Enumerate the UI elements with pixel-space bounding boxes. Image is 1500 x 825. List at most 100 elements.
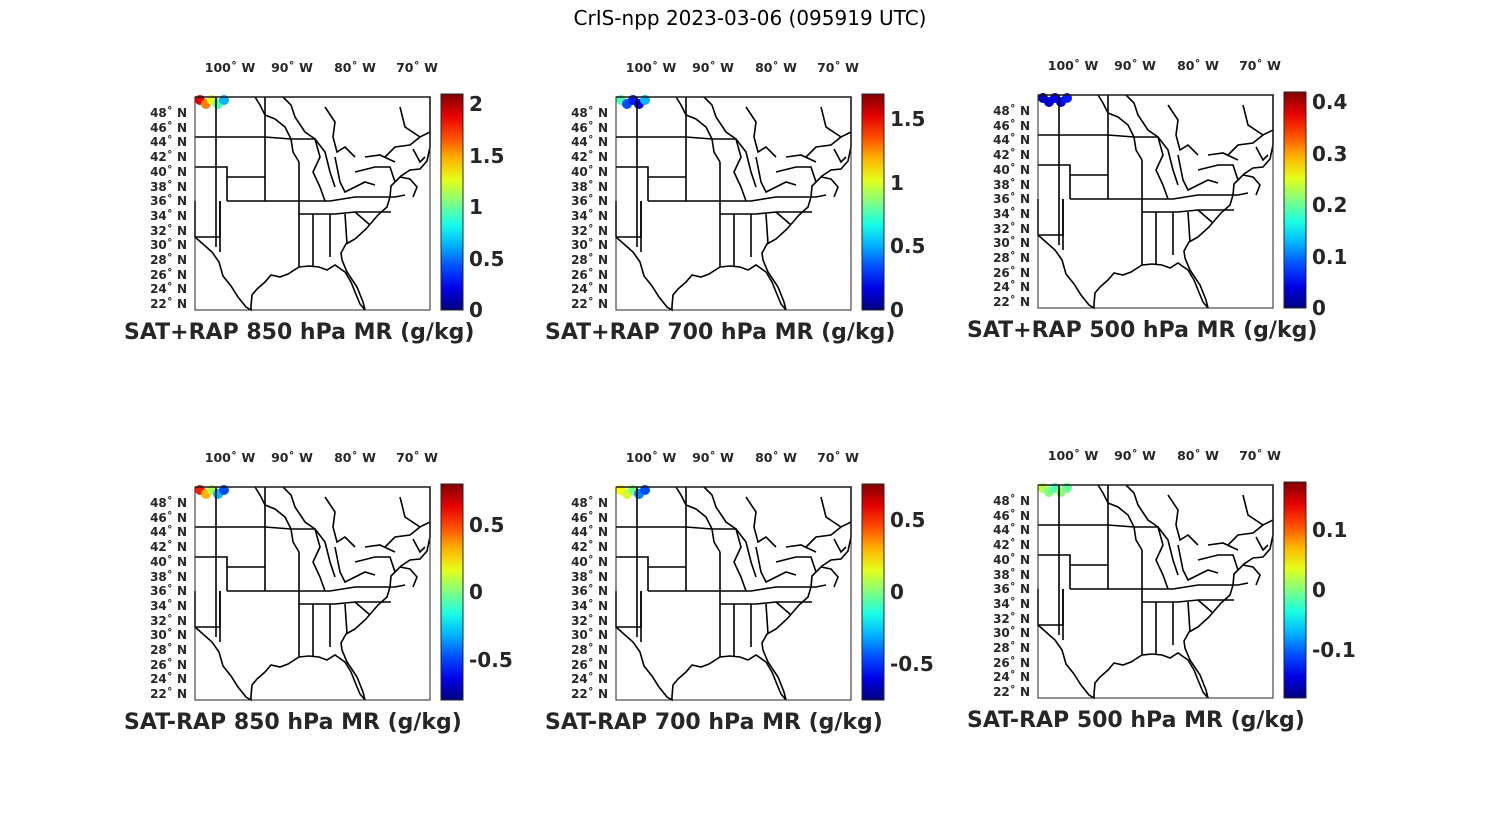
state-border xyxy=(775,601,792,616)
latitude-label: 24˚ N xyxy=(993,280,1030,295)
latitude-label: 24˚ N xyxy=(150,282,187,297)
colorbar-tick-label: 0.5 xyxy=(469,512,505,537)
state-border xyxy=(1207,542,1239,551)
map-frame xyxy=(615,486,852,701)
state-border xyxy=(384,136,421,158)
latitude-label: 28˚ N xyxy=(993,641,1030,655)
latitude-label: 30˚ N xyxy=(150,238,187,253)
map-svg xyxy=(615,483,885,702)
latitude-label: 30˚ N xyxy=(571,628,608,643)
latitude-label: 48˚ N xyxy=(571,496,608,510)
state-border xyxy=(1038,164,1071,199)
latitude-label: 36˚ N xyxy=(993,192,1030,207)
map-panel: 100˚ W 90˚ W 80˚ W 70˚ W 48˚ N 46˚ N 44˚ N 42˚ … xyxy=(124,450,555,735)
latitude-label: 34˚ N xyxy=(571,208,608,223)
state-border xyxy=(1197,164,1239,181)
state-border xyxy=(735,138,757,188)
map-svg xyxy=(1037,91,1307,310)
latitude-label: 26˚ N xyxy=(571,657,608,672)
latitude-label: 32˚ N xyxy=(571,223,608,238)
longitude-label: 80˚ W xyxy=(334,450,376,465)
state-border xyxy=(820,496,852,528)
figure-title: CrIS-npp 2023-03-06 (095919 UTC) xyxy=(573,6,927,30)
latitude-label: 38˚ N xyxy=(571,569,608,584)
latitude-label: 42˚ N xyxy=(150,540,187,555)
state-border xyxy=(399,176,418,198)
latitude-label: 22˚ N xyxy=(571,687,608,702)
longitude-label: 100˚ W xyxy=(1047,58,1099,73)
state-border xyxy=(354,166,396,183)
coastline-border xyxy=(194,96,431,312)
colorbar xyxy=(861,93,885,311)
latitude-label: 36˚ N xyxy=(150,194,187,209)
colorbar xyxy=(861,483,885,701)
latitude-label: 38˚ N xyxy=(150,569,187,584)
state-border xyxy=(399,106,431,138)
latitude-label: 44˚ N xyxy=(571,135,608,150)
map-area xyxy=(1037,483,1274,700)
map-area xyxy=(194,95,431,312)
state-border xyxy=(1038,524,1135,528)
latitude-label: 40˚ N xyxy=(150,164,187,179)
state-border xyxy=(775,166,817,183)
state-border xyxy=(775,211,792,226)
latitude-label: 40˚ N xyxy=(571,164,608,179)
state-border xyxy=(765,603,769,635)
map-panel: 100˚ W 90˚ W 80˚ W 70˚ W 48˚ N 46˚ N 44˚ N 42˚ … xyxy=(545,60,976,345)
state-border xyxy=(712,528,747,592)
state-border xyxy=(1157,136,1179,186)
state-border xyxy=(314,138,336,188)
latitude-label: 22˚ N xyxy=(993,295,1030,310)
map-area xyxy=(615,95,852,312)
state-border xyxy=(820,106,852,138)
longitude-label: 80˚ W xyxy=(755,450,797,465)
map-frame xyxy=(1037,484,1274,699)
longitude-label: 90˚ W xyxy=(1114,448,1156,463)
state-border xyxy=(703,96,737,140)
latitude-label: 32˚ N xyxy=(150,613,187,628)
state-border xyxy=(1157,526,1179,576)
map-panel: 100˚ W 90˚ W 80˚ W 70˚ W 48˚ N 46˚ N 44˚ N 42˚ … xyxy=(967,58,1398,343)
state-border xyxy=(1038,134,1135,138)
state-border xyxy=(745,106,777,158)
map-area xyxy=(1037,93,1274,310)
state-border xyxy=(703,486,737,530)
latitude-label: 44˚ N xyxy=(571,525,608,540)
state-border xyxy=(291,138,326,202)
state-border xyxy=(254,486,300,553)
colorbar xyxy=(1283,481,1307,699)
longitude-label: 90˚ W xyxy=(692,450,734,465)
state-border xyxy=(364,544,396,553)
longitude-label: 100˚ W xyxy=(625,450,677,465)
state-border xyxy=(616,166,649,201)
latitude-label: 40˚ N xyxy=(150,554,187,569)
state-border xyxy=(344,603,348,635)
longitude-label: 100˚ W xyxy=(1047,448,1099,463)
state-border xyxy=(775,556,817,573)
state-border xyxy=(720,584,827,592)
state-border xyxy=(805,136,842,158)
colorbar-tick-label: 0 xyxy=(890,580,904,604)
state-border xyxy=(334,156,376,194)
state-border xyxy=(755,156,797,194)
longitude-label: 70˚ W xyxy=(1239,448,1281,463)
state-border xyxy=(616,526,713,530)
latitude-label: 32˚ N xyxy=(993,611,1030,626)
colorbar-tick-label: 0 xyxy=(1312,578,1326,602)
colorbar-tick-label: 0.2 xyxy=(1312,193,1348,218)
state-border xyxy=(1227,134,1264,156)
state-border xyxy=(1227,524,1264,546)
map-frame xyxy=(1037,94,1274,309)
latitude-label: 42˚ N xyxy=(571,150,608,165)
latitude-label: 26˚ N xyxy=(150,657,187,672)
state-border xyxy=(1255,146,1269,162)
colorbar-tick-label: 0.5 xyxy=(890,234,926,259)
longitude-label: 80˚ W xyxy=(1177,448,1219,463)
state-border xyxy=(1242,174,1261,196)
latitude-label: 30˚ N xyxy=(150,628,187,643)
latitude-label: 36˚ N xyxy=(571,194,608,209)
state-border xyxy=(1255,536,1269,552)
state-border xyxy=(1142,192,1249,200)
map-panel: 100˚ W 90˚ W 80˚ W 70˚ W 48˚ N 46˚ N 44˚ N 42˚ … xyxy=(545,450,976,735)
colorbar-tick-label: 0.1 xyxy=(1312,518,1348,542)
